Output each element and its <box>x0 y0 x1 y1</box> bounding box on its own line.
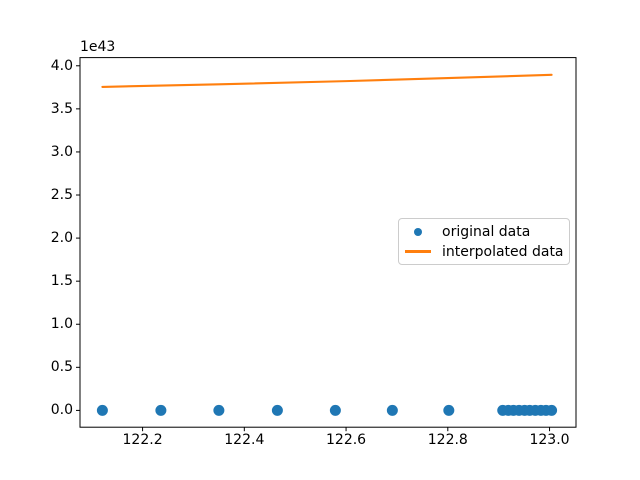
scatter-point <box>443 404 455 416</box>
scatter-point <box>271 404 283 416</box>
legend: original data interpolated data <box>398 218 570 265</box>
x-tick-label: 123.0 <box>529 432 570 448</box>
axes-frame <box>79 57 577 428</box>
scatter-point <box>155 404 167 416</box>
x-tick-label: 122.8 <box>427 432 468 448</box>
scatter-point <box>329 404 341 416</box>
legend-label-original-data: original data <box>442 223 531 240</box>
legend-marker-cell <box>404 227 432 236</box>
scatter-point <box>213 404 225 416</box>
y-tick-label: 3.5 <box>50 100 73 117</box>
legend-item-original-data: original data <box>404 222 564 241</box>
scatter-point <box>96 404 108 416</box>
y-axis-offset-label: 1e43 <box>80 39 116 55</box>
y-tick-label: 0.5 <box>50 359 73 376</box>
x-tick-label: 122.2 <box>122 432 163 448</box>
legend-label-interpolated-data: interpolated data <box>442 243 564 260</box>
y-tick-label: 1.5 <box>50 273 73 290</box>
legend-marker-cell <box>404 250 432 253</box>
legend-item-interpolated-data: interpolated data <box>404 242 564 261</box>
y-tick-label: 2.5 <box>50 187 73 203</box>
y-tick-label: 3.0 <box>50 143 73 160</box>
y-tick-label: 2.0 <box>50 230 73 247</box>
line-marker-icon <box>405 250 431 253</box>
scatter-point <box>546 404 558 416</box>
x-tick-label: 122.4 <box>224 432 265 448</box>
scatter-point <box>386 404 398 416</box>
y-tick-label: 4.0 <box>50 57 73 74</box>
y-tick-label: 0.0 <box>50 402 73 419</box>
x-tick-label: 122.6 <box>326 432 367 448</box>
y-tick-label: 1.0 <box>50 316 73 333</box>
interpolated-line <box>101 73 553 88</box>
scatter-marker-icon <box>414 227 422 236</box>
